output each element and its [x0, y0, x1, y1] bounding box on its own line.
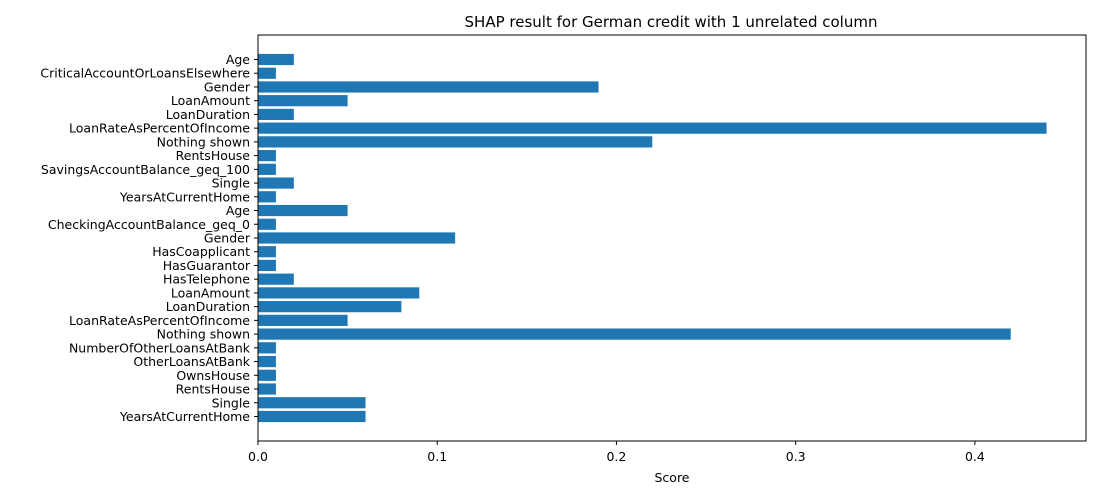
bar	[258, 328, 1011, 340]
y-tick-label: LoanDuration	[166, 107, 250, 122]
bar	[258, 53, 294, 66]
y-tick-label: Nothing shown	[157, 134, 250, 149]
bar	[258, 163, 276, 175]
bar	[258, 108, 294, 121]
y-tick-label: Gender	[204, 79, 251, 94]
y-tick-label: OwnsHouse	[176, 368, 250, 383]
bar	[258, 301, 402, 313]
y-tick-label: YearsAtCurrentHome	[119, 189, 250, 204]
y-tick-label: Gender	[204, 230, 251, 245]
x-tick-label: 0.0	[248, 449, 268, 464]
y-tick-label: LoanAmount	[171, 93, 250, 108]
bars-group	[258, 53, 1047, 423]
bar	[258, 355, 276, 368]
bar	[258, 81, 599, 93]
x-tick-label: 0.4	[965, 449, 985, 464]
y-tick-label: RentsHouse	[176, 382, 251, 397]
y-tick-label: CheckingAccountBalance_geq_0	[48, 217, 250, 232]
plot-frame	[257, 34, 1087, 442]
y-tick-labels: AgeCriticalAccountOrLoansElsewhereGender…	[40, 52, 258, 424]
y-tick-label: NumberOfOtherLoansAtBank	[69, 340, 251, 355]
bar	[258, 191, 276, 203]
bar	[258, 287, 420, 299]
bar	[258, 369, 276, 381]
y-tick-label: SavingsAccountBalance_geq_100	[41, 162, 250, 177]
bar	[258, 342, 276, 354]
bar	[258, 204, 348, 217]
y-tick-label: HasTelephone	[163, 272, 250, 287]
y-tick-label: LoanRateAsPercentOfIncome	[69, 313, 250, 328]
x-ticks: 0.0 0.1 0.2 0.3 0.4	[248, 441, 985, 464]
y-tick-label: Single	[212, 176, 251, 191]
bar	[258, 273, 294, 285]
y-tick-label: RentsHouse	[176, 148, 251, 163]
y-tick-label: CriticalAccountOrLoansElsewhere	[40, 66, 250, 81]
chart-title: SHAP result for German credit with 1 unr…	[465, 13, 878, 31]
y-tick-label: LoanAmount	[171, 285, 250, 300]
y-tick-label: Age	[226, 52, 250, 67]
y-tick-label: OtherLoansAtBank	[133, 354, 250, 369]
x-tick-label: 0.2	[606, 449, 626, 464]
bar	[258, 218, 276, 230]
bar	[258, 150, 276, 162]
bar	[258, 246, 276, 258]
y-tick-label: HasGuarantor	[163, 258, 251, 273]
bar	[258, 67, 276, 79]
y-tick-label: YearsAtCurrentHome	[119, 409, 250, 424]
bar	[258, 95, 348, 107]
y-tick-label: LoanDuration	[166, 299, 250, 314]
bar	[258, 122, 1047, 134]
y-tick-label: Single	[212, 395, 251, 410]
y-tick-label: Age	[226, 203, 250, 218]
x-axis-label: Score	[654, 470, 689, 485]
x-tick-label: 0.3	[786, 449, 806, 464]
x-tick-label: 0.1	[427, 449, 447, 464]
bar	[258, 177, 294, 189]
bar	[258, 314, 348, 326]
y-tick-label: Nothing shown	[157, 327, 250, 342]
bar	[258, 397, 366, 409]
bar	[258, 232, 456, 244]
bar	[258, 383, 276, 395]
y-tick-label: LoanRateAsPercentOfIncome	[69, 121, 250, 136]
bar	[258, 136, 653, 148]
bar	[258, 259, 276, 272]
bar	[258, 410, 366, 423]
y-tick-label: HasCoapplicant	[152, 244, 250, 259]
